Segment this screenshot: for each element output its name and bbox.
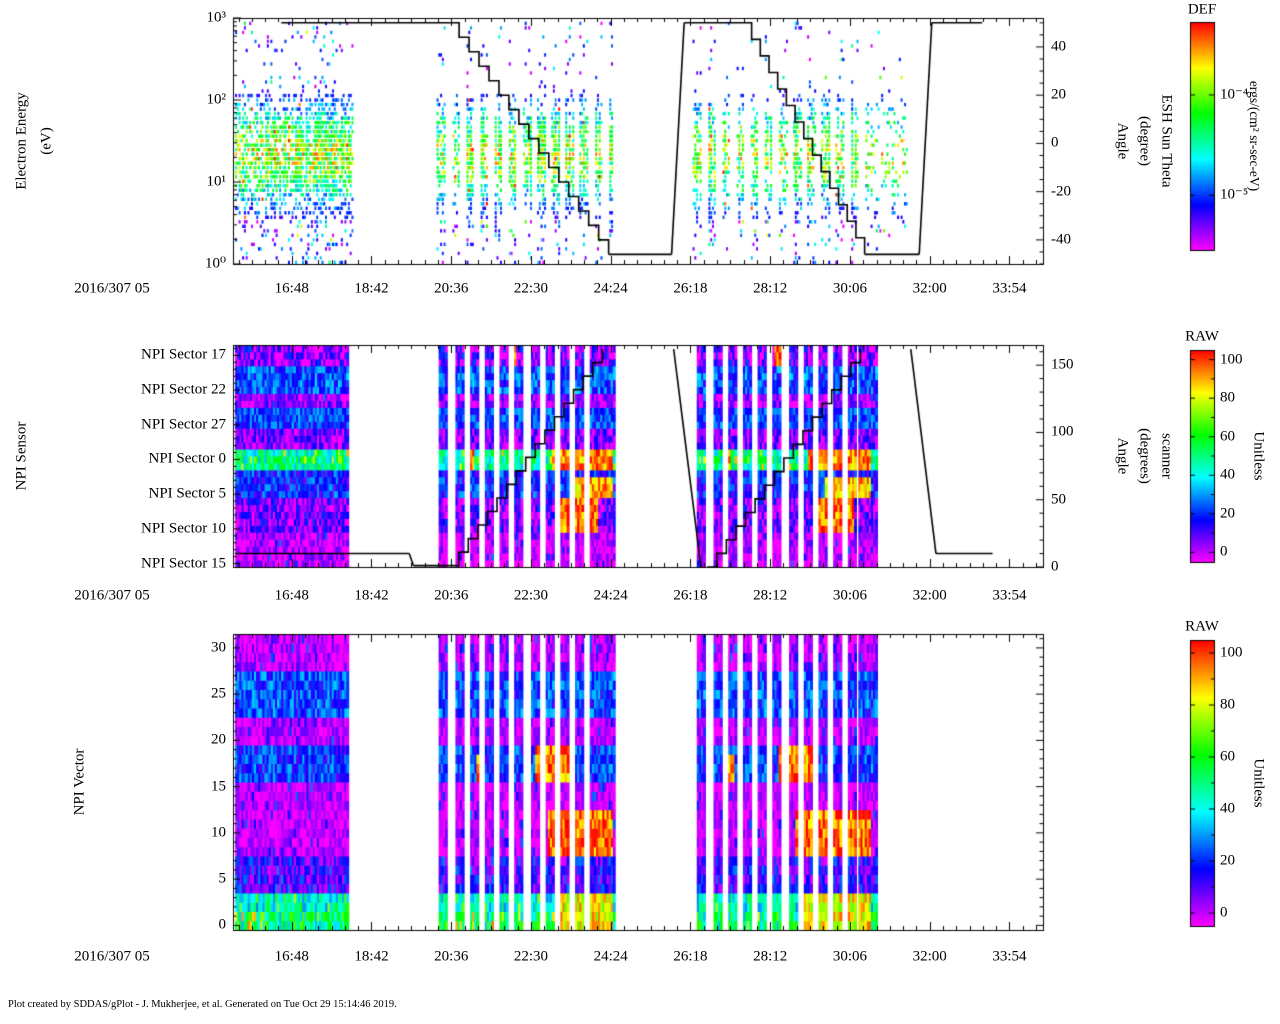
p3-colorbar-unit-label: Unitless	[1250, 758, 1267, 808]
scanner-angle-tick-label: 150	[1051, 356, 1074, 373]
sun-theta-tick-label: -20	[1051, 183, 1071, 200]
x-tick-label: 32:00	[912, 280, 947, 297]
raw-colorbar-tick-label: 60	[1220, 748, 1235, 765]
p2-right-degrees-label: (degrees)	[1136, 428, 1153, 484]
x-tick-label: 18:42	[354, 587, 389, 604]
energy-tick-label: 10²	[206, 91, 227, 108]
raw-colorbar-tick-label: 0	[1220, 904, 1228, 921]
x-tick-label: 22:30	[513, 587, 549, 604]
raw-colorbar-tick-label: 0	[1220, 543, 1228, 560]
x-tick-label: 16:48	[274, 587, 309, 604]
x-tick-label: 33:54	[992, 280, 1027, 297]
npi-sector-label: NPI Sector 22	[141, 381, 226, 398]
npi-sector-label: NPI Sector 0	[148, 450, 227, 467]
x-tick-label: 26:18	[673, 587, 708, 604]
p1-right-degree-label: (degree)	[1136, 116, 1153, 166]
raw-colorbar-tick-label: 80	[1220, 696, 1235, 713]
vector-tick-label: 25	[211, 685, 226, 702]
x-tick-label: 18:42	[354, 280, 389, 297]
scanner-angle-tick-label: 100	[1051, 423, 1074, 440]
x-tick-label: 33:54	[992, 587, 1027, 604]
energy-tick-label: 10³	[206, 9, 227, 26]
x-tick-label: 18:42	[354, 948, 389, 965]
x-tick-label: 28:12	[753, 587, 788, 604]
p1-date-label: 2016/307 05	[74, 280, 150, 297]
sun-theta-tick-label: 0	[1051, 134, 1059, 151]
raw-colorbar-tick-label: 100	[1220, 644, 1243, 661]
npi-sector-label: NPI Sector 10	[141, 520, 226, 537]
def-colorbar-tick-label: 10⁻⁴	[1220, 86, 1249, 103]
vector-tick-label: 20	[211, 731, 226, 748]
npi-sector-label: NPI Sector 17	[141, 346, 226, 363]
x-tick-label: 24:24	[593, 587, 628, 604]
energy-tick-label: 10¹	[206, 173, 227, 190]
p3-colorbar-title: RAW	[1185, 618, 1219, 635]
p1-colorbar-title: DEF	[1187, 1, 1217, 18]
npi-sensor-axis-label: NPI Sensor	[13, 421, 30, 491]
raw-colorbar-tick-label: 20	[1220, 852, 1235, 869]
x-tick-label: 22:30	[513, 280, 549, 297]
p2-right-scanner-label: scanner	[1158, 433, 1175, 479]
sun-theta-tick-label: -40	[1051, 231, 1071, 248]
x-tick-label: 20:36	[434, 280, 469, 297]
x-tick-label: 33:54	[992, 948, 1027, 965]
x-tick-label: 20:36	[434, 587, 469, 604]
p1-colorbar-unit-label: ergs/(cm² sr-sec-eV)	[1246, 80, 1262, 192]
x-tick-label: 16:48	[274, 280, 309, 297]
raw-colorbar-tick-label: 40	[1220, 466, 1235, 483]
x-tick-label: 32:00	[912, 587, 947, 604]
raw-colorbar-tick-label: 40	[1220, 800, 1235, 817]
scanner-angle-tick-label: 0	[1051, 558, 1059, 575]
x-tick-label: 26:18	[673, 948, 708, 965]
vector-tick-label: 5	[218, 870, 227, 887]
p2-colorbar-title: RAW	[1185, 328, 1219, 345]
x-tick-label: 16:48	[274, 948, 309, 965]
x-tick-label: 22:30	[513, 948, 549, 965]
p1-right-angle-label: Angle	[1114, 122, 1131, 160]
raw-colorbar-tick-label: 100	[1220, 351, 1243, 368]
vector-tick-label: 0	[218, 916, 227, 933]
x-tick-label: 28:12	[753, 948, 788, 965]
x-tick-label: 24:24	[593, 280, 628, 297]
sun-theta-tick-label: 40	[1051, 38, 1066, 55]
x-tick-label: 30:06	[832, 280, 868, 297]
sun-theta-tick-label: 20	[1051, 86, 1066, 103]
raw-colorbar-tick-label: 80	[1220, 389, 1235, 406]
raw-colorbar-tick-label: 60	[1220, 428, 1235, 445]
vector-tick-label: 15	[211, 778, 226, 795]
p2-date-label: 2016/307 05	[74, 587, 150, 604]
npi-sector-label: NPI Sector 27	[141, 416, 226, 433]
raw-colorbar-tick-label: 20	[1220, 505, 1235, 522]
def-colorbar-tick-label: 10⁻⁵	[1220, 186, 1249, 203]
x-tick-label: 32:00	[912, 948, 947, 965]
electron-energy-axis-label: Electron Energy	[13, 92, 30, 190]
vector-tick-label: 30	[211, 639, 226, 656]
x-tick-label: 30:06	[832, 587, 868, 604]
x-tick-label: 20:36	[434, 948, 469, 965]
p3-date-label: 2016/307 05	[74, 948, 150, 965]
energy-tick-label: 10⁰	[204, 255, 226, 272]
vector-tick-label: 10	[211, 824, 226, 841]
p1-right-esh-sun-theta-label: ESH Sun Theta	[1158, 94, 1175, 188]
p2-colorbar-unit-label: Unitless	[1250, 431, 1267, 481]
npi-sector-label: NPI Sector 15	[141, 555, 226, 572]
footer-credit-text: Plot created by SDDAS/gPlot - J. Mukherj…	[8, 998, 397, 1010]
npi-vector-axis-label: NPI Vector	[71, 748, 88, 816]
npi-sector-label: NPI Sector 5	[148, 485, 227, 502]
scanner-angle-tick-label: 50	[1051, 491, 1066, 508]
x-tick-label: 28:12	[753, 280, 788, 297]
x-tick-label: 26:18	[673, 280, 708, 297]
x-tick-label: 24:24	[593, 948, 628, 965]
x-tick-label: 30:06	[832, 948, 868, 965]
p2-right-angle-label: Angle	[1114, 437, 1131, 475]
electron-ev-axis-label: (eV)	[38, 127, 55, 155]
